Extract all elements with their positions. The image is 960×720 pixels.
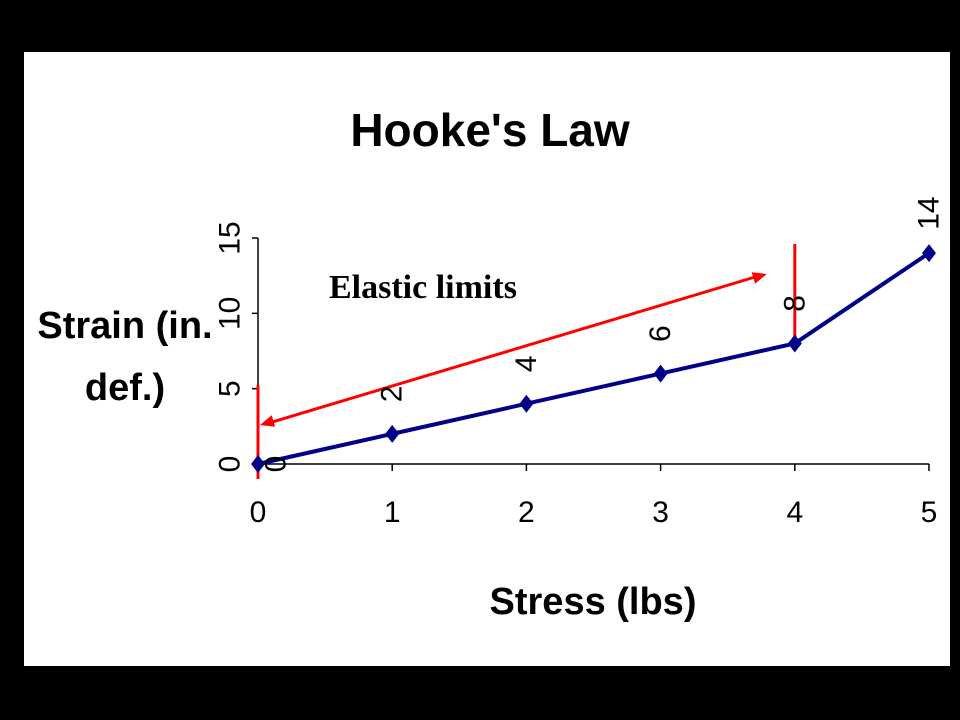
y-tick-label: 10	[214, 297, 247, 330]
x-tick-label: 3	[652, 496, 669, 529]
data-point-marker	[653, 364, 668, 383]
data-point-marker	[385, 424, 400, 443]
hookes-law-chart: Hooke's Law Strain (in. def.) Stress (lb…	[37, 104, 946, 623]
y-tick-label: 0	[214, 456, 247, 473]
x-tick-label: 4	[786, 496, 803, 529]
elastic-limits-annotation: Elastic limits	[329, 269, 517, 306]
data-label: 2	[376, 386, 409, 403]
data-label: 8	[778, 295, 811, 312]
chart-title: Hooke's Law	[350, 104, 630, 156]
data-label: 0	[260, 456, 293, 473]
arrowhead-right	[751, 272, 767, 284]
x-tick-label: 0	[250, 496, 267, 529]
y-axis-label-line-2: def.)	[85, 367, 165, 409]
data-label: 6	[644, 325, 677, 342]
y-tick-label: 5	[214, 380, 247, 397]
data-label: 14	[913, 196, 946, 229]
chart-slide: Hooke's Law Strain (in. def.) Stress (lb…	[24, 52, 950, 666]
data-point-marker	[922, 244, 936, 263]
data-point-marker	[519, 394, 534, 413]
arrowhead-left	[260, 415, 276, 427]
x-tick-label: 1	[384, 496, 401, 529]
data-label: 4	[510, 355, 543, 372]
series-line	[257, 251, 931, 466]
data-point-marker	[787, 334, 802, 353]
x-tick-label: 5	[921, 496, 938, 529]
y-tick-label: 15	[214, 221, 247, 254]
elastic-limits-arrow	[269, 275, 758, 425]
x-tick-label: 2	[518, 496, 535, 529]
y-axis-label-line-1: Strain (in.	[37, 305, 212, 347]
data-point-marker	[251, 455, 265, 473]
x-axis-label: Stress (lbs)	[490, 581, 697, 623]
